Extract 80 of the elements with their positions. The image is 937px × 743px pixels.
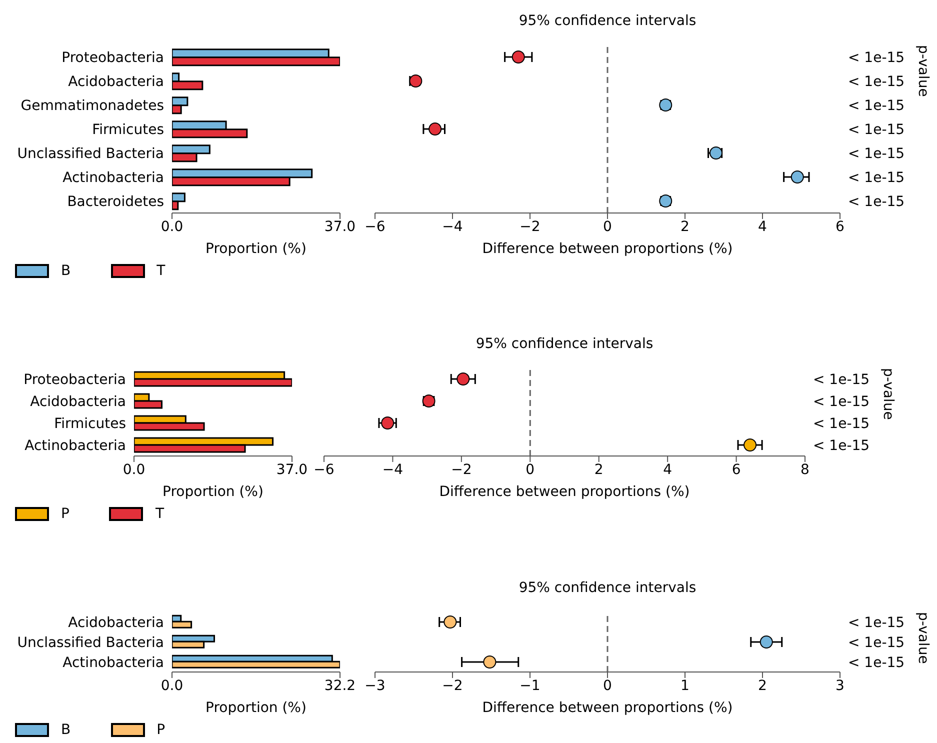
- y2-axis-title: p-value: [915, 612, 931, 666]
- x-tick-label: 6: [732, 462, 741, 478]
- x-axis-title: Proportion (%): [206, 700, 306, 716]
- x-tick-label: 4: [663, 462, 672, 478]
- x-tick-label: −6: [314, 462, 334, 478]
- y-tick-label: Proteobacteria: [24, 372, 126, 388]
- y-tick-label: Proteobacteria: [62, 50, 164, 66]
- x-tick-label: 0: [603, 218, 612, 235]
- point: [512, 50, 525, 64]
- y-tick-label: Actinobacteria: [62, 170, 164, 186]
- x-tick-label: −2: [442, 678, 463, 694]
- point: [744, 438, 757, 452]
- legend-label: P: [61, 506, 70, 522]
- y-tick-label: Acidobacteria: [68, 74, 164, 90]
- legend-label: B: [61, 263, 71, 279]
- y-tick-label: Unclassified Bacteria: [17, 146, 164, 162]
- x-tick-label: 4: [758, 218, 768, 235]
- x-tick-label: 8: [800, 462, 810, 478]
- x-axis-title: Difference between proportions (%): [482, 700, 733, 716]
- x-tick-label: −2: [520, 218, 540, 235]
- x-tick-label: 2: [680, 218, 690, 235]
- y2-tick-label: < 1e-15: [848, 98, 905, 114]
- y2-tick-label: < 1e-15: [848, 74, 905, 90]
- y2-tick-label: < 1e-15: [848, 654, 905, 671]
- x-tick-label: 0.0: [160, 218, 184, 235]
- x-tick-label: 0: [603, 678, 612, 694]
- x-tick-label: 1: [680, 678, 690, 694]
- legend-label: T: [156, 263, 166, 279]
- y-tick-label: Gemmatimonadetes: [20, 98, 164, 114]
- x-tick-label: −4: [442, 218, 463, 235]
- x-tick-label: 2: [594, 462, 604, 478]
- x-tick-label: 6: [836, 218, 845, 235]
- x-axis-title: Difference between proportions (%): [482, 241, 733, 257]
- legend-label: T: [155, 506, 164, 522]
- y2-tick-label: < 1e-15: [848, 170, 905, 186]
- x-tick-label: −2: [451, 462, 472, 478]
- x-tick-label: −3: [364, 678, 386, 694]
- y2-tick-label: < 1e-15: [813, 372, 870, 388]
- y-tick-label: Firmicutes: [54, 416, 126, 432]
- y2-tick-label: < 1e-15: [848, 122, 905, 138]
- x-tick-label: 0.0: [122, 462, 146, 478]
- x-axis-title: Proportion (%): [162, 484, 264, 500]
- y-tick-label: Actinobacteria: [24, 438, 126, 454]
- legend-label: P: [156, 722, 166, 738]
- y-tick-label: Acidobacteria: [30, 394, 126, 410]
- y2-tick-label: < 1e-15: [848, 194, 905, 210]
- x-tick-label: 37.0: [324, 218, 356, 235]
- x-tick-label: 37.0: [276, 462, 308, 478]
- y-tick-label: Unclassified Bacteria: [17, 634, 164, 651]
- y2-axis-title: p-value: [915, 45, 931, 99]
- y2-tick-label: < 1e-15: [813, 438, 870, 454]
- x-tick-label: −1: [520, 678, 540, 694]
- y2-tick-label: < 1e-15: [813, 394, 870, 410]
- point: [428, 122, 442, 136]
- y2-tick-label: < 1e-15: [813, 416, 870, 432]
- y2-tick-label: < 1e-15: [848, 146, 905, 162]
- y-tick-label: Acidobacteria: [68, 614, 164, 631]
- x-tick-label: 3: [836, 678, 844, 694]
- y-tick-label: Bacteroidetes: [67, 194, 164, 210]
- y2-tick-label: < 1e-15: [848, 634, 905, 651]
- point: [381, 416, 394, 430]
- y-tick-label: Actinobacteria: [62, 654, 164, 671]
- x-tick-label: 0: [526, 462, 535, 478]
- y2-tick-label: < 1e-15: [848, 50, 905, 66]
- x-axis-title: Proportion (%): [206, 241, 306, 257]
- chart-title: 95% confidence intervals: [474, 335, 654, 354]
- point: [456, 372, 470, 386]
- x-tick-label: −4: [382, 462, 404, 478]
- y2-tick-label: < 1e-15: [848, 614, 905, 631]
- point: [790, 170, 804, 184]
- x-tick-label: −6: [364, 218, 386, 235]
- legend-label: B: [61, 722, 71, 738]
- chart-title: 95% confidence intervals: [518, 579, 698, 598]
- x-tick-label: 2: [758, 678, 767, 694]
- y-tick-label: Firmicutes: [92, 122, 164, 138]
- chart-title: 95% confidence intervals: [518, 12, 698, 31]
- x-axis-title: Difference between proportions (%): [439, 484, 690, 500]
- x-tick-label: 32.2: [324, 678, 356, 694]
- x-tick-label: 0.0: [160, 678, 184, 694]
- y2-axis-title: p-value: [880, 368, 896, 422]
